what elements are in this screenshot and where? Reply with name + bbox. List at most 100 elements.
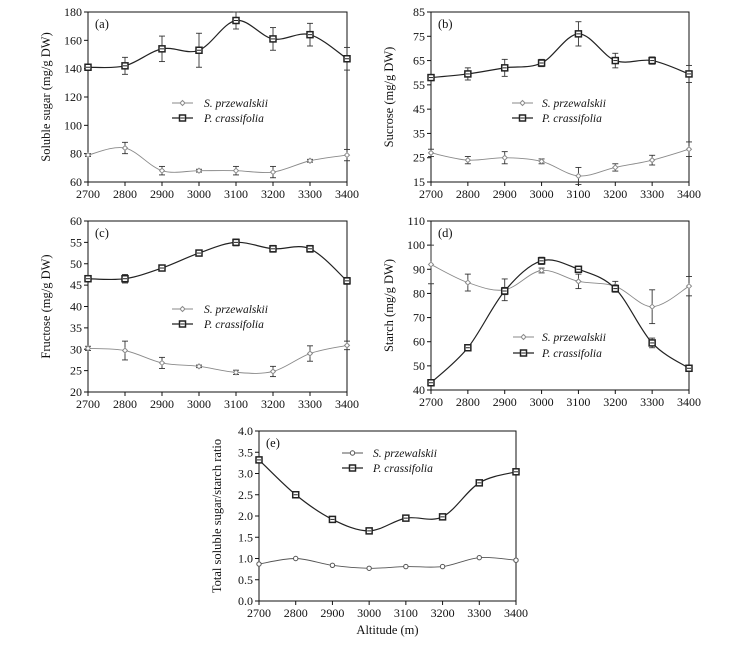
x-tick-label: 3000 <box>530 187 554 201</box>
panel-b: 2700 2800 2900 3000 3100 3200 3300 3400 15 25 35 45… <box>382 5 701 201</box>
y-tick-label: 70 <box>413 311 425 325</box>
series-s-przewalskii <box>84 340 351 378</box>
data-point <box>648 156 656 164</box>
x-tick-label: 3400 <box>504 606 528 620</box>
x-tick-label: 2800 <box>113 187 137 201</box>
series-line <box>87 147 348 174</box>
x-tick-label: 3200 <box>603 187 627 201</box>
data-point <box>232 167 240 174</box>
y-tick-label: 50 <box>70 257 82 271</box>
x-tick-label: 3400 <box>677 187 701 201</box>
data-point <box>84 345 92 352</box>
legend-marker <box>349 450 356 456</box>
data-point <box>306 350 314 357</box>
legend-label: S. przewalskii <box>204 304 268 316</box>
legend-item: P. crassifolia <box>342 463 433 475</box>
x-tick-label: 3100 <box>566 187 590 201</box>
series-s-przewalskii <box>427 141 693 185</box>
data-point <box>366 565 372 571</box>
data-point <box>403 563 409 570</box>
x-tick-label: 2900 <box>493 395 517 409</box>
data-point <box>306 157 314 164</box>
y-tick-label: 1.5 <box>238 530 253 544</box>
y-tick-label: 25 <box>413 151 425 165</box>
y-tick-label: 25 <box>70 364 82 378</box>
x-tick-label: 3000 <box>187 397 211 411</box>
panel-label: (a) <box>95 17 109 31</box>
panel-a: 2700 2800 2900 3000 3100 3200 3300 3400 60 80 100 1… <box>39 5 359 201</box>
x-tick-label: 3400 <box>335 397 359 411</box>
data-point <box>501 154 508 161</box>
legend-item: P. crassifolia <box>172 319 264 331</box>
y-tick-label: 65 <box>413 54 425 68</box>
data-point <box>232 369 240 376</box>
y-tick-label: 3.5 <box>238 445 253 459</box>
panel-label: (c) <box>95 226 109 240</box>
data-point <box>343 151 351 159</box>
data-point <box>612 164 619 171</box>
x-tick-label: 2800 <box>456 187 480 201</box>
y-tick-label: 45 <box>70 278 82 292</box>
series-line <box>430 264 690 308</box>
legend-item: S. przewalskii <box>172 98 268 110</box>
y-tick-label: 1.0 <box>238 552 253 566</box>
series-p-crassifolia <box>427 256 693 387</box>
y-tick-label: 180 <box>64 5 82 19</box>
legend-item: S. przewalskii <box>172 304 268 316</box>
y-tick-label: 100 <box>407 238 425 252</box>
y-tick-label: 15 <box>413 175 425 189</box>
y-axis-label: Total soluble sugar/starch ratio <box>210 439 224 593</box>
data-point <box>195 167 203 174</box>
x-tick-label: 2700 <box>419 395 443 409</box>
panel-label: (b) <box>438 17 453 31</box>
data-point <box>476 554 482 561</box>
y-tick-label: 45 <box>413 102 425 116</box>
x-tick-label: 2900 <box>493 187 517 201</box>
legend-label: P. crassifolia <box>203 113 264 125</box>
legend-item: P. crassifolia <box>172 113 264 125</box>
y-axis-label: Sucrose (mg/g DW) <box>382 47 396 148</box>
x-tick-label: 2800 <box>456 395 480 409</box>
data-point <box>648 303 656 310</box>
y-tick-label: 60 <box>413 335 425 349</box>
legend-item: S. przewalskii <box>513 332 606 344</box>
plot-frame <box>430 220 690 391</box>
x-tick-label: 3400 <box>335 187 359 201</box>
x-tick-label: 2900 <box>320 606 344 620</box>
y-tick-label: 3.0 <box>238 467 253 481</box>
y-tick-label: 80 <box>413 286 425 300</box>
series-line <box>430 259 690 384</box>
y-tick-label: 140 <box>64 62 82 76</box>
legend-label: P. crassifolia <box>203 319 264 331</box>
data-point <box>158 167 166 174</box>
y-axis-label: Fructose (mg/g DW) <box>39 254 53 358</box>
y-tick-label: 2.0 <box>238 509 253 523</box>
data-point <box>685 282 693 290</box>
y-tick-label: 40 <box>70 300 82 314</box>
legend-marker <box>179 305 186 313</box>
panel-d: 2700 2800 2900 3000 3100 3200 3300 3400 40 50 60 70… <box>382 214 701 409</box>
series-line <box>87 19 348 69</box>
y-tick-label: 110 <box>407 214 425 228</box>
data-point <box>121 144 129 152</box>
x-tick-label: 2700 <box>76 397 100 411</box>
y-tick-label: 30 <box>70 342 82 356</box>
data-point <box>575 278 582 285</box>
x-tick-label: 2900 <box>150 397 174 411</box>
series-p-crassifolia <box>427 21 693 83</box>
legend-marker <box>520 333 527 341</box>
x-tick-label: 3400 <box>677 395 701 409</box>
data-point <box>158 359 166 367</box>
legend-marker <box>179 99 186 107</box>
legend-label: P. crassifolia <box>541 113 602 125</box>
data-point <box>513 557 519 563</box>
data-point <box>329 562 336 568</box>
x-tick-label: 3200 <box>603 395 627 409</box>
x-tick-label: 3300 <box>298 397 322 411</box>
x-tick-label: 2800 <box>284 606 308 620</box>
x-axis-label: Altitude (m) <box>356 623 418 637</box>
legend-label: S. przewalskii <box>542 332 606 344</box>
x-tick-label: 2700 <box>247 606 271 620</box>
y-axis-label: Starch (mg/g DW) <box>382 259 396 352</box>
